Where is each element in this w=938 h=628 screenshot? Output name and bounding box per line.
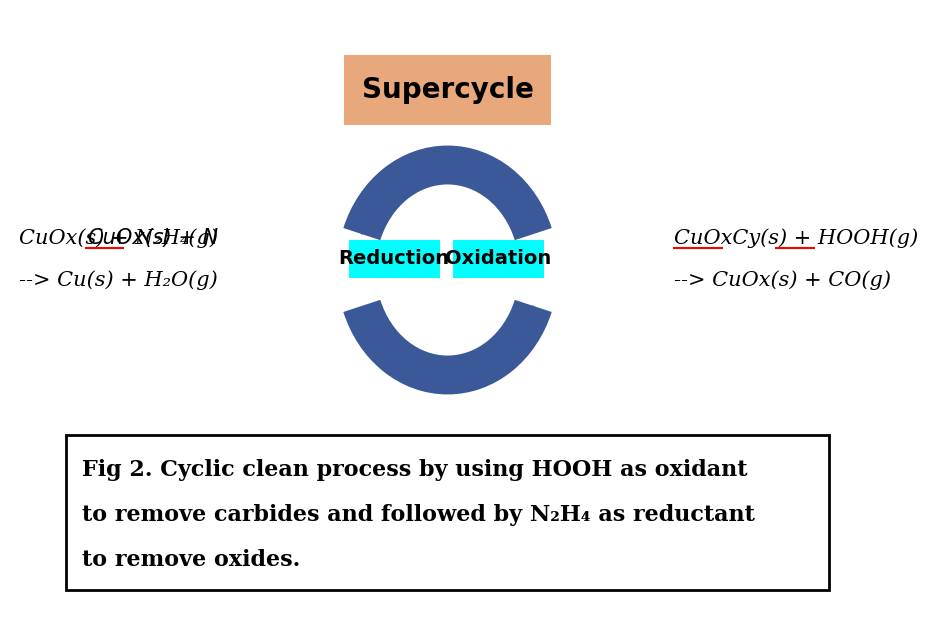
FancyBboxPatch shape	[453, 240, 544, 278]
Text: --> CuOx(s) + CO(g): --> CuOx(s) + CO(g)	[674, 270, 891, 290]
Text: --> Cu(s) + H₂O(g): --> Cu(s) + H₂O(g)	[20, 270, 219, 290]
Text: CuOxCy(s) + HOOH(g): CuOxCy(s) + HOOH(g)	[674, 228, 918, 248]
Text: CuOx(s) + N₂H₄(g): CuOx(s) + N₂H₄(g)	[19, 228, 219, 248]
Text: Fig 2. Cyclic clean process by using HOOH as oxidant: Fig 2. Cyclic clean process by using HOO…	[82, 459, 748, 481]
Text: Oxidation: Oxidation	[446, 249, 552, 269]
Text: Supercycle: Supercycle	[362, 76, 534, 104]
FancyBboxPatch shape	[344, 55, 551, 125]
Text: to remove oxides.: to remove oxides.	[82, 549, 300, 571]
FancyBboxPatch shape	[67, 435, 829, 590]
FancyBboxPatch shape	[349, 240, 440, 278]
Text: CuOx(s) + N: CuOx(s) + N	[88, 228, 219, 248]
Polygon shape	[357, 209, 379, 234]
Text: Reduction: Reduction	[339, 249, 449, 269]
Text: to remove carbides and followed by N₂H₄ as reductant: to remove carbides and followed by N₂H₄ …	[82, 504, 755, 526]
Polygon shape	[516, 306, 537, 331]
